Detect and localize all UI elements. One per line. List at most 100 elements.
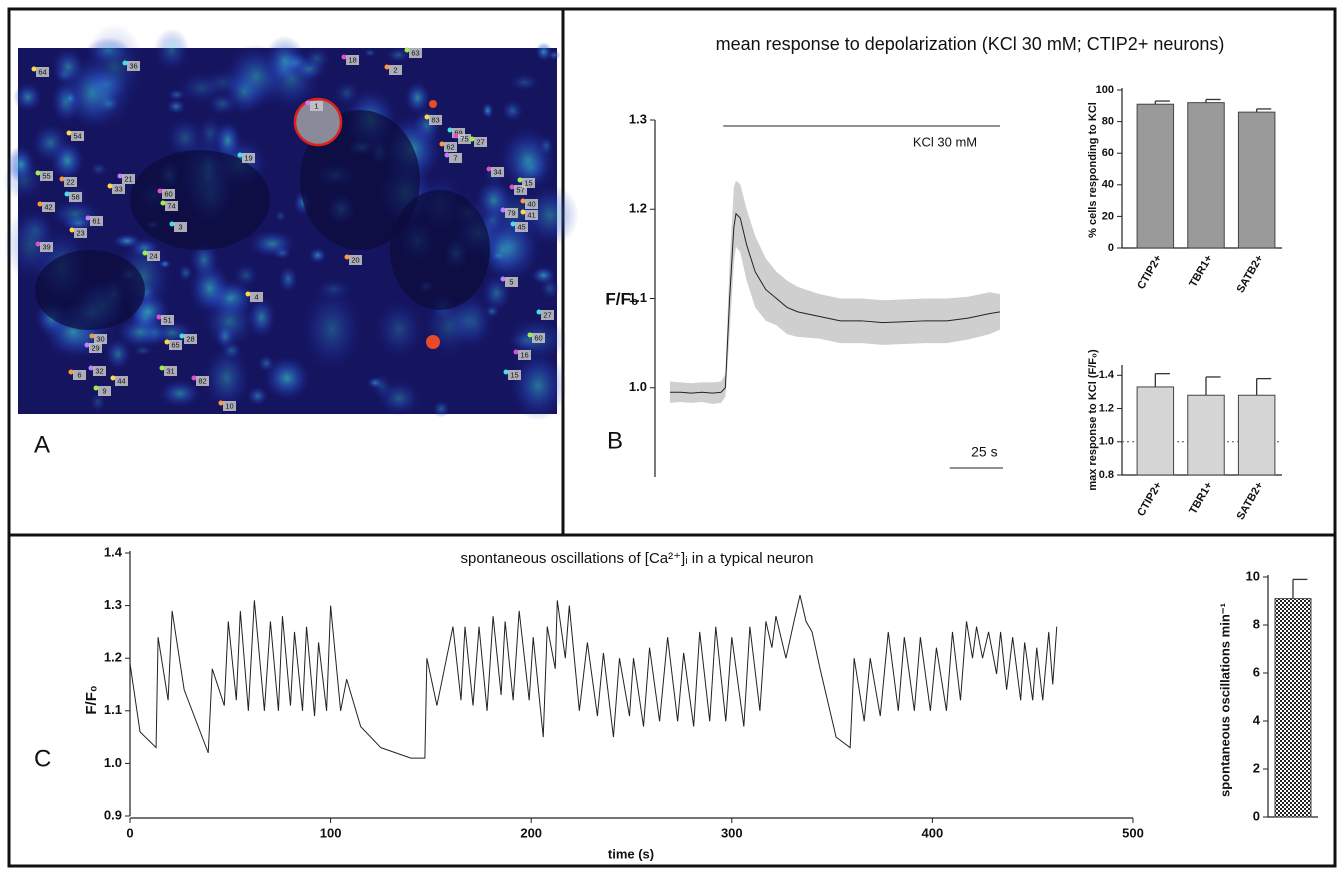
roi-tag [310, 101, 323, 111]
roi-dot [424, 114, 430, 120]
roi-dot [122, 60, 128, 66]
trace [129, 594, 1058, 759]
roi-tag [196, 376, 209, 386]
roi-dot [509, 184, 515, 190]
bar [1237, 111, 1276, 249]
y-tick-label: 80 [1102, 116, 1114, 128]
roi-dot [69, 227, 75, 233]
roi-dot [191, 375, 197, 381]
roi-dot [157, 188, 163, 194]
roi-label: 18 [348, 55, 356, 64]
cell-glow [385, 47, 411, 63]
roi-tag [36, 67, 49, 77]
roi-label: 22 [66, 177, 74, 186]
roi-label: 23 [76, 228, 84, 237]
roi-tag [112, 184, 125, 194]
y-tick-label: 1.2 [104, 650, 122, 665]
roi-dot [85, 215, 91, 221]
roi-label: 3 [178, 222, 182, 231]
roi-tag [164, 366, 177, 376]
x-tick-label: 500 [1122, 825, 1144, 840]
cell-glow [501, 99, 524, 122]
roi-label: 60 [164, 189, 172, 198]
y-axis-label: spontaneous oscillations min⁻¹ [1217, 603, 1232, 797]
roi-label: 64 [38, 67, 46, 76]
roi-label: 60 [534, 333, 542, 342]
y-axis-label: % cells responding to KCl [1087, 102, 1099, 238]
roi-dot [510, 221, 516, 227]
roi-label: 30 [96, 334, 104, 343]
cell-glow [509, 350, 567, 421]
cell-glow [246, 385, 269, 406]
roi-label: 63 [411, 48, 419, 57]
x-tick-label: 400 [922, 825, 944, 840]
roi-dot [160, 200, 166, 206]
roi-dot [486, 166, 492, 172]
roi-dot [447, 127, 453, 133]
roi-label: 28 [186, 334, 194, 343]
roi-tag [346, 55, 359, 65]
roi-tag [40, 171, 53, 181]
dark-region [35, 250, 145, 330]
roi-dot [169, 221, 175, 227]
y-tick-label: 0 [1253, 808, 1260, 823]
roi-dot [500, 207, 506, 213]
y-tick-label: 100 [1096, 84, 1114, 96]
roi-tag [89, 343, 102, 353]
roi-dot [88, 365, 94, 371]
cell-glow [538, 136, 554, 156]
roi-label: 27 [476, 137, 484, 146]
roi-dot [469, 136, 475, 142]
roi-circle [293, 97, 343, 147]
roi-tag [349, 255, 362, 265]
error-band [670, 180, 1000, 404]
panel-label: C [34, 745, 51, 772]
roi-tag [242, 153, 255, 163]
roi-tag [64, 177, 77, 187]
y-tick-label: 10 [1246, 568, 1260, 583]
roi-tag [541, 310, 554, 320]
roi-dot [344, 254, 350, 260]
roi-tag [69, 192, 82, 202]
roi-label: 1 [314, 101, 318, 110]
y-tick-label: 1.2 [629, 201, 647, 216]
roi-tag [127, 61, 140, 71]
cell-glow [13, 82, 43, 112]
roi-label: 39 [42, 242, 50, 251]
roi-label: 57 [516, 185, 524, 194]
y-axis-label: F/F₀ [83, 685, 100, 714]
cell-glow [274, 209, 287, 223]
roi-label: 83 [431, 115, 439, 124]
roi-tag [42, 202, 55, 212]
y-axis-label: max response to KCl (F/F₀) [1087, 349, 1099, 491]
roi-label: 55 [42, 171, 50, 180]
roi-tag [98, 386, 111, 396]
y-tick-label: 1.3 [104, 597, 122, 612]
roi-label: 2 [393, 65, 397, 74]
cell-glow [404, 81, 431, 115]
roi-dot [500, 276, 506, 282]
roi-label: 41 [527, 210, 535, 219]
roi-dot [527, 332, 533, 338]
roi-tag [147, 251, 160, 261]
roi-label: 21 [124, 174, 132, 183]
roi-tag [444, 142, 457, 152]
roi-tag [532, 333, 545, 343]
cell-glow [535, 42, 553, 62]
roi-label: 40 [527, 199, 535, 208]
roi-dot [517, 177, 523, 183]
y-tick-label: 6 [1253, 664, 1260, 679]
y-tick-label: 20 [1102, 210, 1114, 222]
y-tick-label: 4 [1253, 712, 1261, 727]
roi-dot [384, 64, 390, 70]
roi-tag [518, 350, 531, 360]
roi-label: 5 [509, 277, 513, 286]
y-tick-label: 60 [1102, 147, 1114, 159]
roi-dot [64, 191, 70, 197]
dark-region [390, 190, 490, 310]
x-tick-label: 0 [126, 825, 133, 840]
roi-label: 36 [129, 61, 137, 70]
roi-label: 54 [73, 131, 81, 140]
roi-label: 9 [102, 386, 106, 395]
